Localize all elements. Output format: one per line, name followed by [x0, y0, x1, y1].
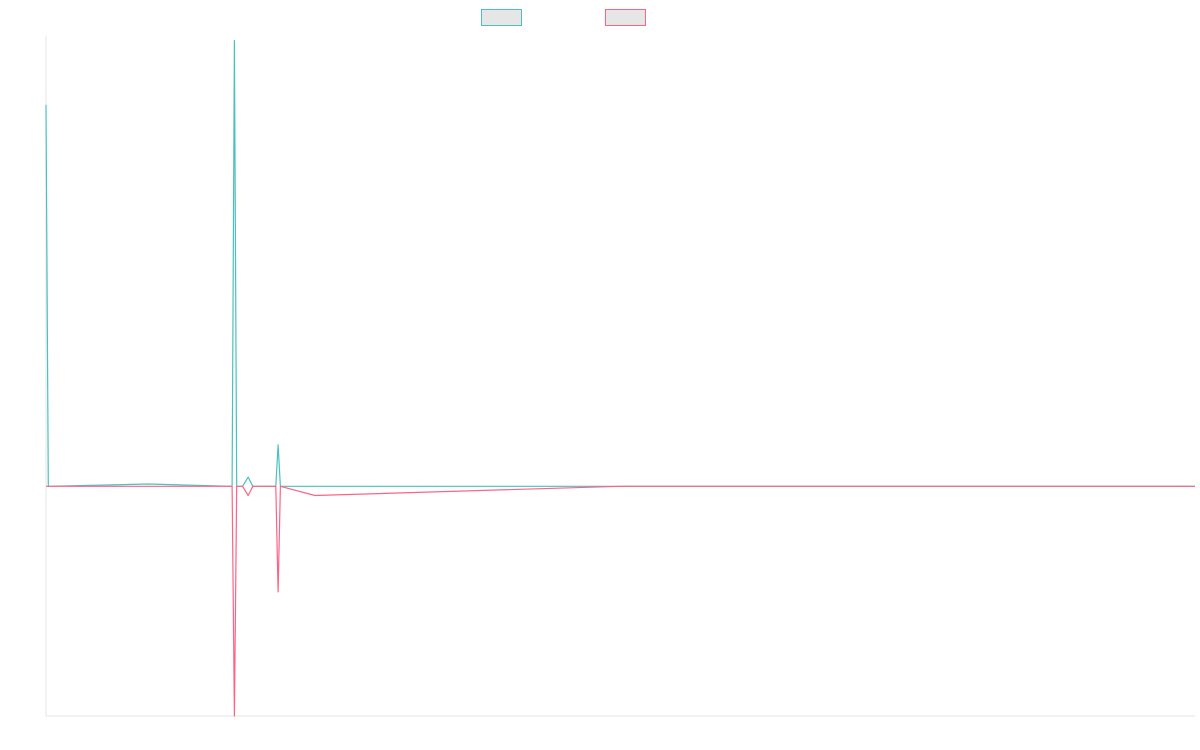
series-line-2 [46, 485, 1195, 717]
series-layer [45, 39, 1195, 717]
legend [481, 9, 646, 26]
legend-swatch-series-2[interactable] [605, 9, 646, 26]
legend-swatch-series-1[interactable] [481, 9, 522, 26]
axes [45, 36, 1195, 717]
series-line-1 [45, 39, 1195, 487]
